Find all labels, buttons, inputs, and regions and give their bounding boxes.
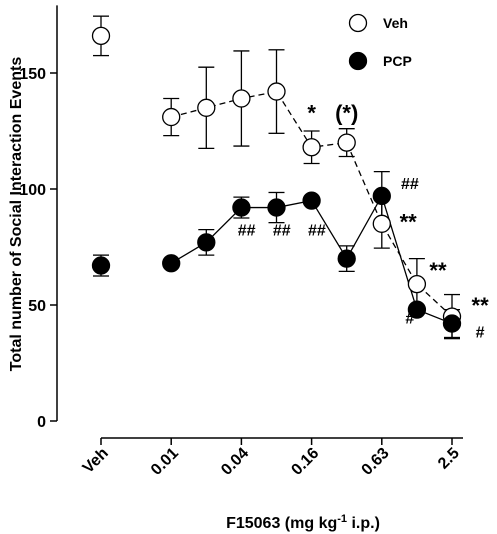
annotation-layer: * (*)******## ## ###### (238, 100, 489, 341)
y-tick-label: 50 (28, 298, 46, 315)
data-point-pcp (407, 300, 427, 319)
data-point-pcp (162, 254, 181, 273)
data-point-pcp (442, 314, 462, 333)
data-point-veh (337, 133, 356, 152)
y-tick-label: 100 (19, 182, 46, 199)
significance-annotation: ** (472, 293, 490, 318)
significance-annotation: ## (238, 222, 256, 239)
x-tick-label: Veh (80, 445, 112, 477)
significance-annotation: ** (400, 209, 418, 234)
data-point-pcp (197, 233, 216, 252)
data-point-veh (267, 82, 286, 101)
x-tick-label: 0.16 (288, 445, 322, 479)
data-point-veh (91, 26, 111, 46)
data-point-pcp (91, 256, 111, 275)
y-tick-label: 0 (37, 414, 46, 431)
significance-annotation: ## (273, 222, 291, 239)
data-point-pcp (337, 249, 356, 268)
data-point-veh (372, 214, 391, 233)
legend-marker (348, 51, 368, 71)
x-axis-label-tail: i.p.) (347, 515, 380, 532)
data-point-veh (197, 98, 216, 117)
significance-annotation: # (405, 311, 414, 328)
data-point-pcp (267, 198, 286, 217)
x-tick-label: 2.5 (435, 445, 463, 473)
x-tick-label: 0.01 (148, 445, 182, 479)
data-point-veh (407, 274, 427, 294)
legend-label: PCP (383, 53, 412, 69)
data-point-pcp (302, 191, 321, 210)
legend: Veh PCP (348, 13, 412, 71)
x-tick-label: 0.63 (359, 445, 393, 479)
series-layer (91, 15, 462, 340)
significance-annotation: ## (308, 222, 326, 239)
x-axis-label: F15063 (mg kg-1 i.p.) (226, 513, 380, 532)
data-point-pcp (232, 198, 251, 217)
legend-label: Veh (383, 15, 408, 31)
y-tick-label: 150 (19, 66, 46, 83)
data-point-veh (232, 89, 251, 108)
significance-annotation: (*) (335, 100, 358, 125)
x-tick-label: 0.04 (218, 445, 252, 479)
data-point-veh (162, 107, 181, 127)
significance-annotation: # (476, 324, 485, 341)
significance-annotation: ** (429, 258, 447, 283)
significance-annotation: * (307, 100, 316, 125)
data-point-veh (302, 138, 321, 157)
x-axis-label-superscript: -1 (337, 513, 347, 525)
data-point-pcp (372, 186, 391, 206)
significance-annotation: ## (401, 176, 419, 193)
y-axis-label: Total number of Social Interaction Event… (8, 57, 25, 372)
legend-marker (348, 13, 368, 33)
x-axis-label-main: F15063 (mg kg (226, 515, 337, 532)
